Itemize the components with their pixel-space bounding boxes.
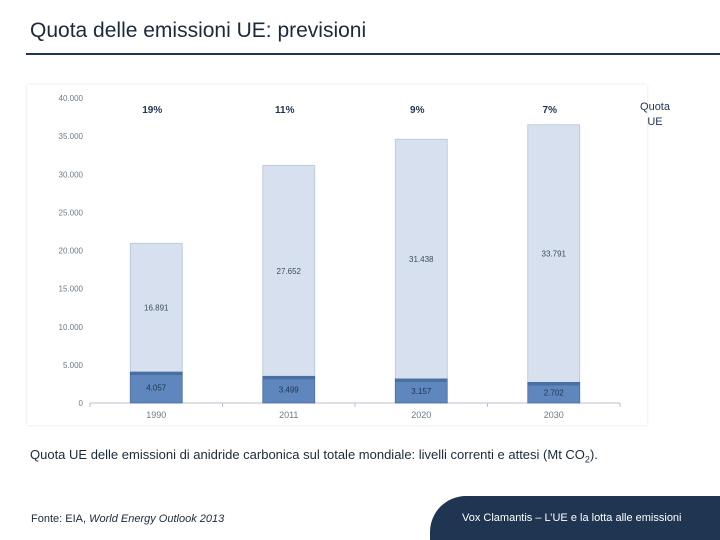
x-tick-label: 2011 — [279, 410, 298, 420]
bar-eu-segment — [129, 371, 183, 404]
bar-world-segment — [129, 242, 183, 373]
bar-world-segment — [527, 124, 581, 383]
source-title: World Energy Outlook 2013 — [89, 513, 225, 525]
y-tick-label: 35.000 — [59, 132, 84, 141]
x-tick-label: 1990 — [146, 410, 166, 420]
y-tick-label: 25.000 — [59, 208, 84, 217]
bar-eu-segment — [262, 375, 316, 404]
y-tick-label: 30.000 — [59, 170, 84, 179]
bar-world-value-label: 16.891 — [144, 304, 169, 313]
bar-eu-value-label: 4.057 — [146, 384, 167, 393]
bar-eu-highlight — [262, 376, 315, 380]
source-note: Fonte: EIA, World Energy Outlook 2013 — [31, 513, 224, 525]
y-tick-label: 20.000 — [59, 247, 84, 256]
bar-share-label: 7% — [543, 105, 558, 116]
bar-eu-highlight — [130, 372, 183, 376]
footer-text: Vox Clamantis – L’UE e la lotta alle emi… — [462, 512, 682, 524]
bar-eu-value-label: 3.499 — [279, 386, 300, 395]
title-divider — [26, 53, 720, 55]
emissions-bar-chart: 0 5.000 10.000 15.000 20.000 25.000 30.000 35.0… — [59, 94, 621, 420]
source-prefix: Fonte: EIA, — [31, 513, 90, 525]
bar-share-label: 9% — [410, 105, 425, 116]
caption-text: Quota UE delle emissioni di anidride car… — [30, 447, 585, 462]
x-tick-label: 2020 — [411, 410, 431, 420]
caption-subscript: 2 — [584, 454, 590, 465]
legend-share-label: Quota UE — [640, 101, 670, 128]
y-tick-label: 15.000 — [59, 285, 84, 294]
x-tick-label: 2030 — [544, 410, 564, 420]
y-tick-label: 40.000 — [59, 94, 84, 103]
bar-eu-value-label: 3.157 — [411, 387, 432, 396]
bar-world-value-label: 31.438 — [409, 255, 434, 264]
footer-band — [430, 496, 720, 540]
chart-caption: Quota UE delle emissioni di anidride car… — [30, 447, 710, 465]
bar-eu-highlight — [527, 382, 580, 386]
bar-world-value-label: 33.791 — [542, 250, 567, 259]
slide-title: Quota delle emissioni UE: previsioni — [30, 19, 367, 42]
y-tick-label: 5.000 — [63, 361, 84, 370]
bar-eu-segment — [394, 378, 448, 404]
caption-end: ). — [589, 447, 598, 462]
y-tick-label: 0 — [79, 399, 84, 408]
bar-world-value-label: 27.652 — [277, 267, 302, 276]
bar-share-label: 19% — [142, 105, 162, 116]
bar-eu-value-label: 2.702 — [544, 389, 565, 398]
bar-share-label: 11% — [275, 105, 295, 116]
y-tick-label: 10.000 — [59, 323, 84, 332]
bar-eu-highlight — [395, 378, 448, 382]
